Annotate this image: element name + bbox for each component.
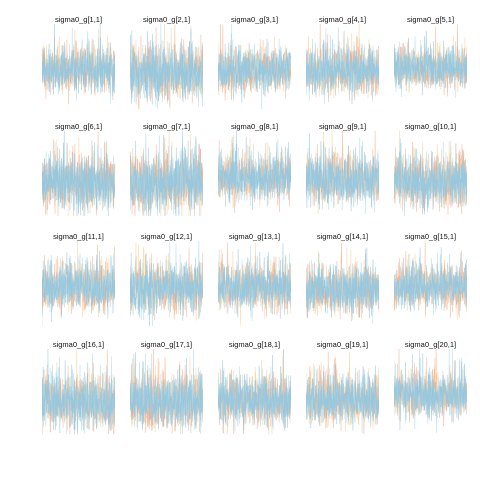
panel-title: sigma0_g[14,1] xyxy=(316,232,369,241)
trace-panel: sigma0_g[13,1] xyxy=(218,232,291,327)
trace-panel: sigma0_g[8,1] xyxy=(218,122,291,217)
chain-trace-line xyxy=(218,354,291,435)
trace-plot-area xyxy=(42,130,115,217)
trace-panel: sigma0_g[12,1] xyxy=(130,232,203,327)
chain-trace-line xyxy=(218,243,291,319)
trace-plot-area xyxy=(394,240,467,320)
trace-plot-area xyxy=(130,240,203,327)
panel-title: sigma0_g[1,1] xyxy=(54,15,103,24)
trace-panel: sigma0_g[10,1] xyxy=(394,122,467,217)
panel-title: sigma0_g[9,1] xyxy=(318,122,367,131)
trace-plot-area xyxy=(306,23,379,105)
panel-title: sigma0_g[8,1] xyxy=(230,122,279,131)
chain-trace-line xyxy=(394,30,467,96)
chain-trace-line xyxy=(130,28,203,107)
trace-panel: sigma0_g[1,1] xyxy=(42,15,115,110)
panel-title: sigma0_g[19,1] xyxy=(316,340,369,349)
chain-trace-line xyxy=(130,252,203,327)
panel-title: sigma0_g[2,1] xyxy=(142,15,191,24)
panel-title: sigma0_g[13,1] xyxy=(228,232,281,241)
trace-plot-area xyxy=(394,348,467,433)
chain-trace-line xyxy=(306,247,379,319)
trace-panel: sigma0_g[5,1] xyxy=(394,15,467,110)
trace-plot-area xyxy=(42,240,115,327)
trace-plot-area xyxy=(218,130,291,213)
trace-plot-area xyxy=(42,348,115,435)
trace-plot-area xyxy=(306,242,379,324)
chain-trace-line xyxy=(42,23,115,97)
trace-panel: sigma0_g[11,1] xyxy=(42,232,115,327)
trace-panel: sigma0_g[16,1] xyxy=(42,340,115,435)
trace-plot-area xyxy=(306,351,379,435)
panel-title: sigma0_g[10,1] xyxy=(404,122,457,131)
chain-trace-line xyxy=(218,130,291,210)
chain-trace-line xyxy=(42,130,115,217)
chain-trace-line xyxy=(394,353,467,431)
panel-title: sigma0_g[17,1] xyxy=(140,340,193,349)
chain-trace-line xyxy=(306,365,379,431)
trace-panel: sigma0_g[19,1] xyxy=(306,340,379,435)
chain-trace-line xyxy=(394,247,467,312)
trace-panel: sigma0_g[2,1] xyxy=(130,15,203,110)
trace-panel: sigma0_g[6,1] xyxy=(42,122,115,217)
trace-plot-area xyxy=(218,242,291,325)
trace-panel: sigma0_g[18,1] xyxy=(218,340,291,435)
trace-plot-area xyxy=(130,23,203,110)
trace-panel: sigma0_g[3,1] xyxy=(218,15,291,110)
panel-title: sigma0_g[16,1] xyxy=(52,340,105,349)
trace-plot-area xyxy=(394,130,467,217)
chain-trace-line xyxy=(306,39,379,105)
chain-trace-line xyxy=(218,38,291,103)
trace-panel: sigma0_g[7,1] xyxy=(130,122,203,217)
trace-panel: sigma0_g[15,1] xyxy=(394,232,467,327)
chain-trace-line xyxy=(306,133,379,212)
trace-plot-area xyxy=(218,23,291,110)
trace-plot-area xyxy=(42,23,115,105)
trace-plot-area xyxy=(130,348,203,435)
panel-title: sigma0_g[4,1] xyxy=(318,15,367,24)
chain-trace-line xyxy=(42,348,115,435)
trace-panel: sigma0_g[20,1] xyxy=(394,340,467,435)
chain-trace-line xyxy=(130,351,203,431)
panel-title: sigma0_g[6,1] xyxy=(54,122,103,131)
trace-plot-area xyxy=(394,23,467,98)
trace-plot-area xyxy=(130,130,203,217)
chain-trace-line xyxy=(42,250,115,322)
trace-panel: sigma0_g[9,1] xyxy=(306,122,379,217)
chain-trace-line xyxy=(394,138,467,215)
trace-panel: sigma0_g[14,1] xyxy=(306,232,379,327)
trace-panel: sigma0_g[17,1] xyxy=(130,340,203,435)
panel-title: sigma0_g[7,1] xyxy=(142,122,191,131)
chain-trace-line xyxy=(130,130,203,217)
panel-title: sigma0_g[12,1] xyxy=(140,232,193,241)
trace-plot-area xyxy=(306,130,379,214)
panel-title: sigma0_g[11,1] xyxy=(53,232,104,241)
panel-title: sigma0_g[3,1] xyxy=(230,15,279,24)
panel-title: sigma0_g[18,1] xyxy=(228,340,281,349)
trace-plot-area xyxy=(218,348,291,435)
panel-title: sigma0_g[5,1] xyxy=(406,15,455,24)
trace-panel: sigma0_g[4,1] xyxy=(306,15,379,110)
chain-trace-line xyxy=(130,348,203,435)
panel-title: sigma0_g[20,1] xyxy=(404,340,457,349)
panel-title: sigma0_g[15,1] xyxy=(404,232,457,241)
